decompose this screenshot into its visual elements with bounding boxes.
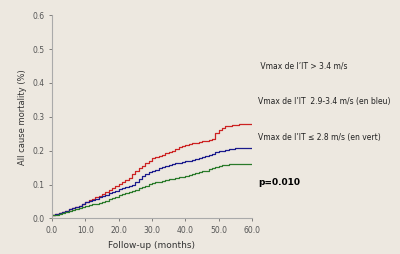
X-axis label: Follow-up (months): Follow-up (months) [108,241,196,250]
Text: Vmax de l’IT  2.9-3.4 m/s (en bleu): Vmax de l’IT 2.9-3.4 m/s (en bleu) [258,97,390,106]
Text: p=0.010: p=0.010 [258,178,300,187]
Text: Vmax de l’IT ≤ 2.8 m/s (en vert): Vmax de l’IT ≤ 2.8 m/s (en vert) [258,133,381,142]
Y-axis label: All cause mortality (%): All cause mortality (%) [18,69,27,165]
Text: Vmax de l’IT > 3.4 m/s: Vmax de l’IT > 3.4 m/s [258,61,348,71]
